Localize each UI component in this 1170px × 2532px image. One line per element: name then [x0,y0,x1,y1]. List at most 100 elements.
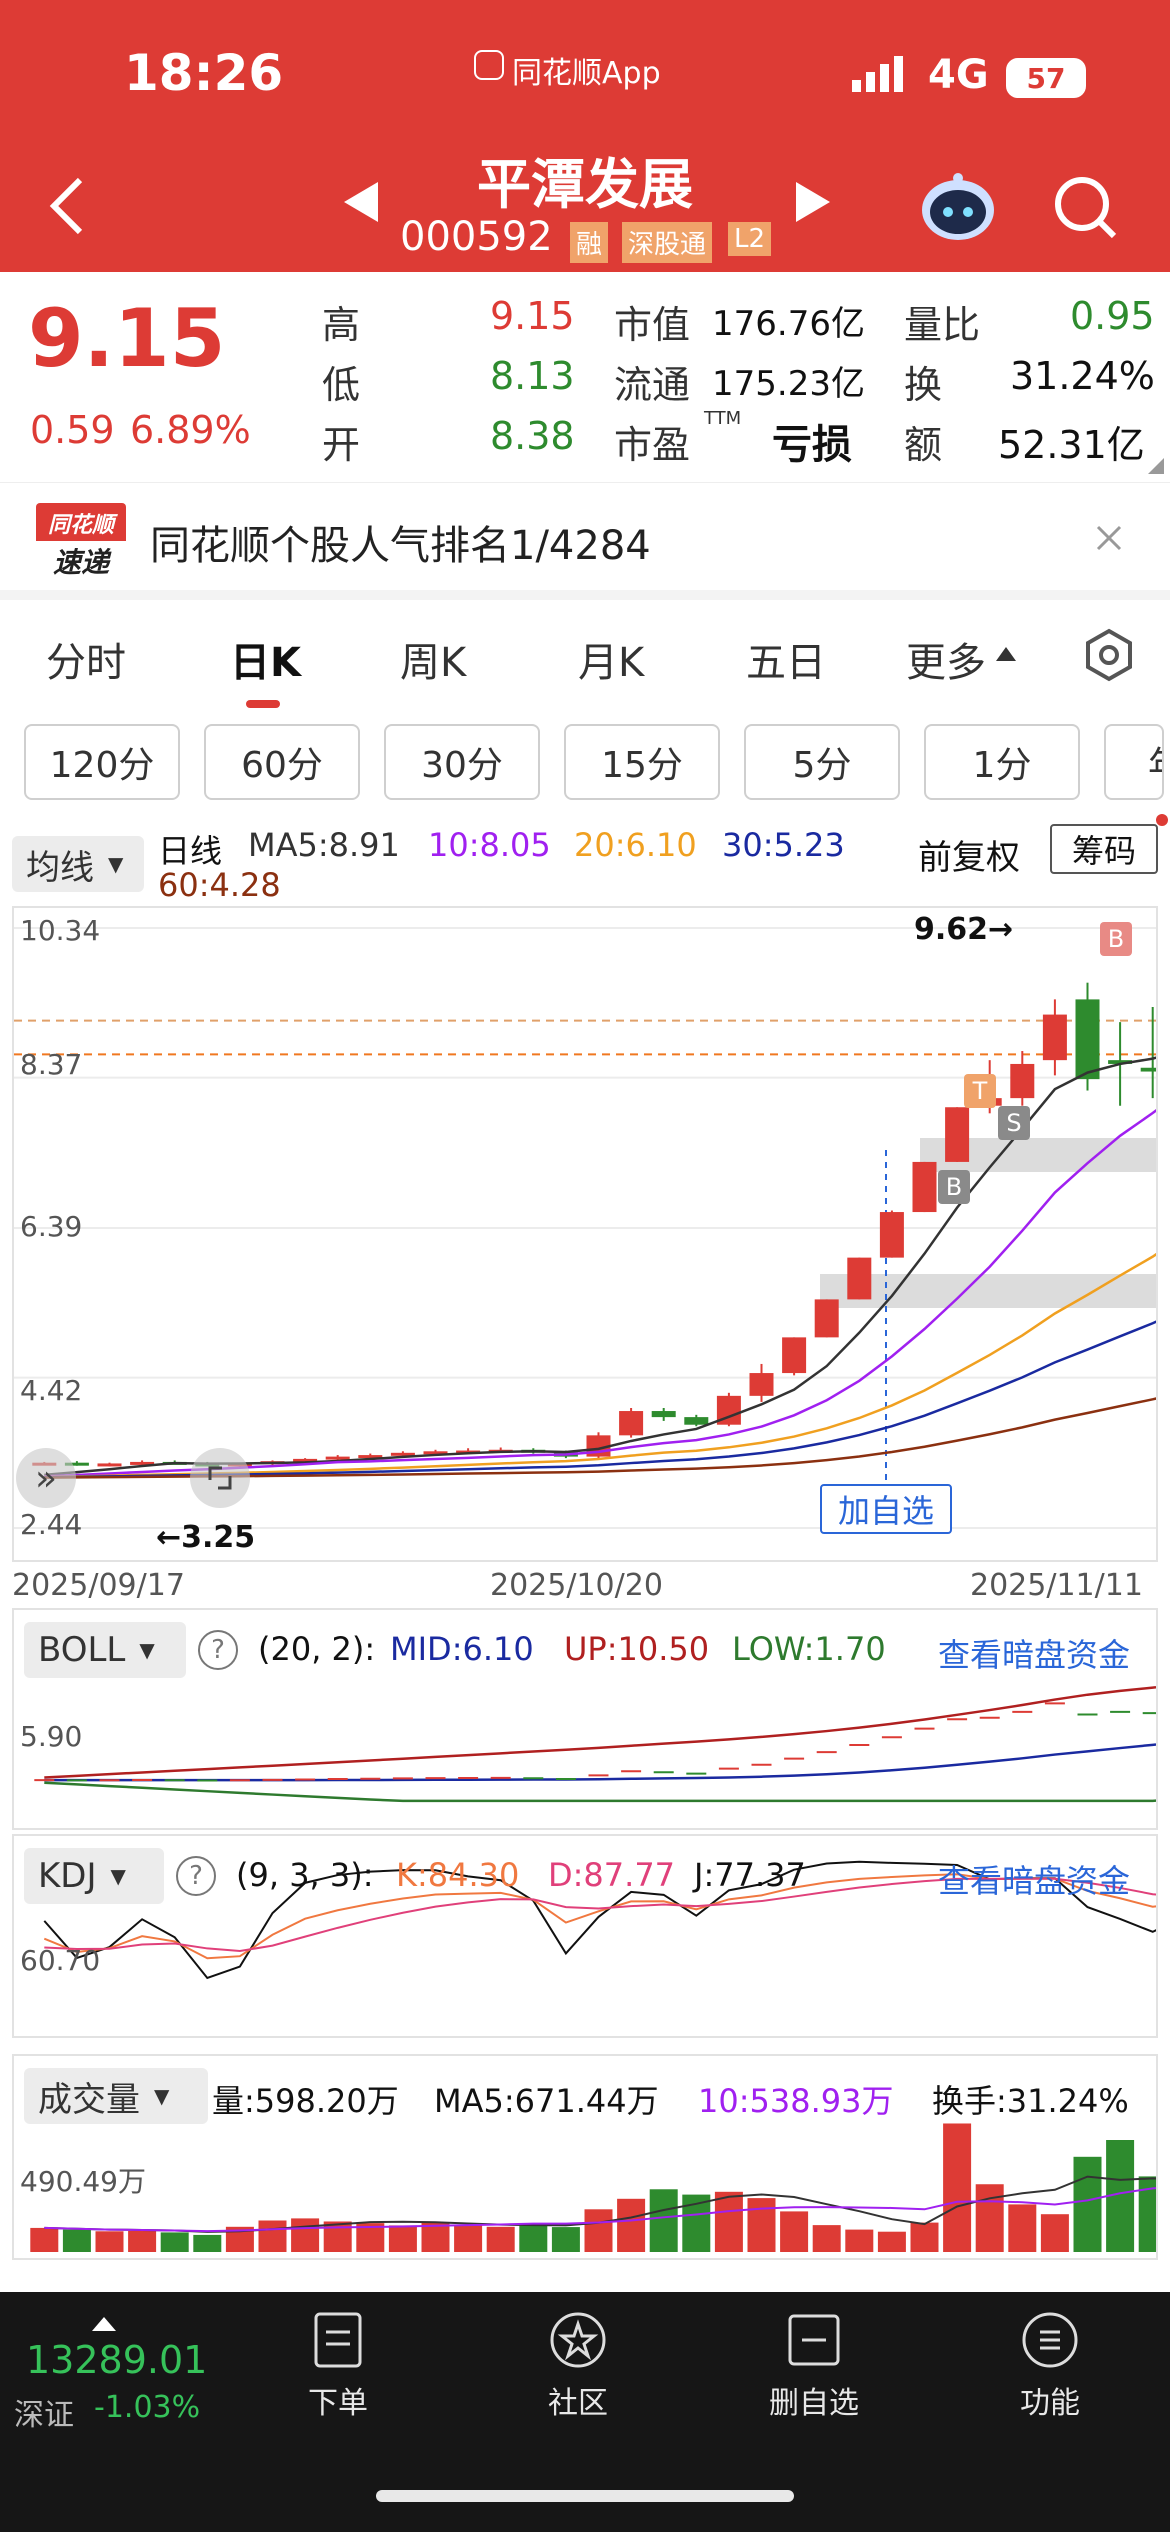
tab-more[interactable]: 更多 [906,640,986,686]
kdj-params: (9, 3, 3): [236,1856,374,1894]
stat-label-open: 开 [322,423,361,467]
buy-marker-top: B [1100,922,1132,956]
status-app-name: 同花顺App [512,56,661,91]
tag-connect: 深股通 [622,222,713,263]
kline-label: 日线 [158,832,223,870]
boll-dark-pool-link[interactable]: 查看暗盘资金 [938,1636,1131,1674]
period-15m[interactable]: 15分 [564,724,720,800]
menu-circle-icon [1022,2312,1078,2368]
volume-bar [160,2232,189,2252]
stat-value-low: 8.13 [490,354,575,398]
period-5m[interactable]: 5分 [744,724,900,800]
nav-functions-label: 功能 [1020,2386,1080,2421]
tab-weekly-k[interactable]: 周K [400,640,467,686]
candle-body [1010,1063,1035,1099]
index-value: 13289.01 [26,2338,208,2382]
kdj-y-tick: 60.70 [20,1944,101,1977]
bottom-bar: 13289.01 深证 -1.03% [0,2292,1170,2532]
add-watchlist-button[interactable]: 加自选 [820,1484,952,1534]
tonghuashun-logo: 同花顺 速递 [36,503,126,581]
header: 18:26 同花顺App 4G 57 平潭发展 000592 融 深股通 L2 [0,0,1170,272]
logo-bottom-text: 速递 [36,541,126,581]
volume-bar [1138,2176,1156,2252]
volume-bar [519,2225,548,2252]
candle-body [1108,1060,1133,1064]
stat-sup-ttm: TTM [704,408,742,429]
y-tick-3: 6.39 [20,1210,83,1243]
volume-bar [649,2189,678,2252]
nav-remove-watchlist[interactable]: 删自选 [744,2310,884,2422]
collapse-left-button[interactable]: » [16,1448,76,1508]
ma-dropdown[interactable]: 均线 ▼ [12,836,144,892]
remove-watchlist-icon [788,2314,840,2366]
boll-up-line [44,1685,1156,1779]
tab-monthly-k[interactable]: 月K [578,640,645,686]
volume-bar [617,2198,646,2252]
stat-value-pe: 亏损 [772,422,852,468]
boll-panel[interactable]: BOLL ▼ ? (20, 2): MID:6.10 UP:10.50 LOW:1… [12,1608,1158,1830]
period-30m[interactable]: 30分 [384,724,540,800]
candle-body [130,1461,155,1465]
candle-body [749,1373,774,1396]
stat-label-high: 高 [322,303,361,347]
kline-chart[interactable]: 10.34 8.37 6.39 4.42 2.44 9.62→ ←3.25 加自… [12,906,1158,1562]
battery-icon: 57 [1006,58,1086,98]
chips-button[interactable]: 筹码 [1050,824,1158,874]
volume-panel[interactable]: 成交量 ▼ 量:598.20万 MA5:671.44万 10:538.93万 换手… [12,2054,1158,2260]
stat-label-pe: 市盈 [614,423,691,467]
volume-value: 量:598.20万 [212,2082,399,2120]
index-name: 深证 [14,2398,74,2433]
volume-ma10: 10:538.93万 [698,2082,894,2120]
next-stock-icon[interactable] [794,180,834,224]
help-icon[interactable]: ? [176,1856,216,1896]
kdj-k: K:84.30 [396,1856,520,1894]
y-tick-bottom: 2.44 [20,1508,83,1541]
adjust-mode[interactable]: 前复权 [918,838,1020,878]
collapse-up-icon[interactable] [92,2316,116,2331]
volume-bar [714,2191,743,2252]
help-icon[interactable]: ? [198,1630,238,1670]
boll-dropdown[interactable]: BOLL ▼ [24,1622,186,1678]
kdj-dark-pool-link[interactable]: 查看暗盘资金 [938,1862,1131,1900]
nav-functions[interactable]: 功能 [980,2310,1120,2422]
boll-mid: MID:6.10 [390,1630,534,1668]
nav-order[interactable]: 下单 [268,2310,408,2422]
price-change-pct: 6.89% [130,408,251,452]
kdj-j: J:77.37 [694,1856,806,1894]
tab-daily-k[interactable]: 日K [230,640,301,686]
back-icon[interactable] [46,176,86,236]
volume-bar [780,2211,809,2252]
period-60m[interactable]: 60分 [204,724,360,800]
t-marker: T [964,1074,996,1108]
support-zone [820,1274,1156,1308]
price-change: 0.59 [30,408,115,452]
sell-marker-text: S [1006,1109,1022,1137]
settings-hex-icon[interactable] [1082,628,1136,682]
fullscreen-button[interactable] [190,1448,250,1508]
volume-ma5: MA5:671.44万 [434,2082,659,2120]
tab-intraday[interactable]: 分时 [46,640,126,686]
stat-value-turnover: 31.24% [1010,354,1155,398]
date-mid: 2025/10/20 [490,1568,663,1603]
expand-corner-icon[interactable] [1148,458,1164,474]
kdj-dropdown[interactable]: KDJ ▼ [24,1848,164,1904]
volume-bar [291,2218,320,2252]
popularity-banner[interactable]: 同花顺 速递 同花顺个股人气排名1/4284 [0,482,1170,590]
robot-assistant-icon[interactable] [918,172,998,242]
candle-body [684,1417,709,1425]
period-120m[interactable]: 120分 [24,724,180,800]
kdj-panel[interactable]: KDJ ▼ ? (9, 3, 3): K:84.30 D:87.77 J:77.3… [12,1834,1158,2038]
close-icon[interactable] [1094,523,1124,553]
nav-community[interactable]: 社区 [508,2310,648,2422]
tab-five-day[interactable]: 五日 [746,640,826,686]
volume-dropdown[interactable]: 成交量 ▼ [24,2068,208,2124]
prev-stock-icon[interactable] [340,180,380,224]
volume-bar [975,2184,1004,2252]
nav-community-label: 社区 [548,2386,608,2421]
candle-body [847,1257,872,1300]
period-year[interactable]: 年 [1104,724,1164,800]
search-icon[interactable] [1052,174,1118,240]
period-1m[interactable]: 1分 [924,724,1080,800]
candle-body [782,1337,807,1374]
stat-value-amount: 52.31亿 [998,423,1145,467]
